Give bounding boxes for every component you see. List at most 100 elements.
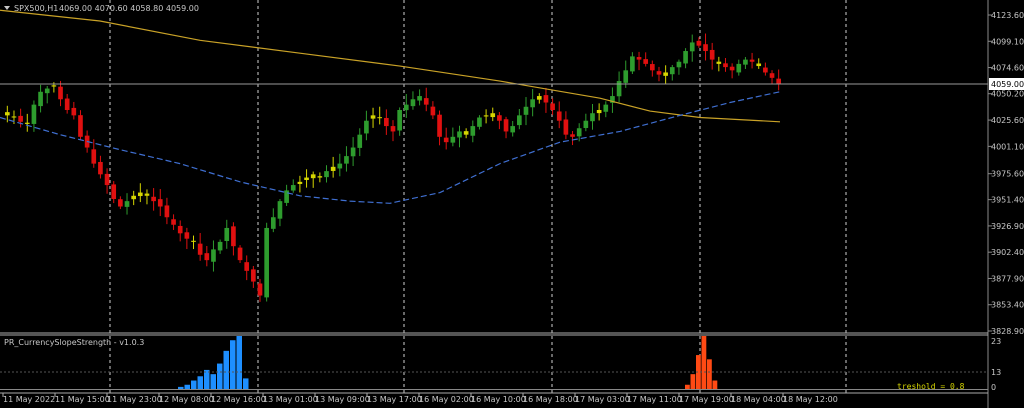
candle-body (743, 59, 748, 65)
candle-body (324, 171, 329, 178)
time-label: 13 May 09:00 (315, 395, 370, 404)
candle-body (656, 71, 662, 75)
price-tick-label: 4123.60 (991, 11, 1024, 20)
candle-body (111, 184, 117, 200)
candle-body (556, 111, 562, 121)
histogram-bar (197, 376, 203, 389)
candle-body (417, 96, 422, 101)
candle-body (137, 192, 143, 197)
candle-body (38, 91, 43, 107)
candle-body (470, 126, 476, 136)
candle-body (297, 181, 303, 184)
candle-body (264, 227, 269, 298)
candle-body (344, 156, 349, 164)
candle-body (763, 67, 768, 73)
time-label: 16 May 18:00 (523, 395, 578, 404)
candle-body (337, 163, 343, 169)
histogram-bar (223, 350, 229, 389)
candle-body (211, 249, 216, 262)
candle-body (131, 195, 136, 200)
candle-body (11, 116, 17, 118)
price-tick-label: 4099.10 (991, 37, 1024, 46)
candle-body (350, 147, 356, 157)
candle-body (237, 247, 243, 261)
candle-body (304, 177, 309, 181)
candle-body (284, 190, 289, 203)
candle-body (490, 113, 496, 118)
candle-body (463, 131, 469, 135)
histogram-bar (685, 384, 690, 389)
price-tick-label: 3902.40 (991, 248, 1024, 257)
candle-body (397, 110, 402, 131)
candle-body (124, 201, 130, 207)
candle-body (104, 173, 110, 186)
candle-body (676, 61, 682, 68)
price-axis: 4123.60 4099.10 4074.60 4050.20 4025.60 4001.… (988, 11, 1024, 336)
time-label: 11 May 23:00 (107, 395, 162, 404)
candle-body (118, 199, 123, 207)
candle-body (204, 253, 210, 261)
indicator-scale-bottom: 0 (991, 383, 996, 392)
time-label: 17 May 19:00 (679, 395, 734, 404)
candle-body (530, 99, 535, 108)
candle-body (776, 78, 782, 85)
price-tick-label: 4025.60 (991, 116, 1024, 125)
candle-body (171, 219, 176, 225)
price-tick-label: 3975.60 (991, 170, 1024, 179)
candle-body (24, 122, 30, 124)
time-label: 11 May 15:00 (55, 395, 110, 404)
candle-body (257, 283, 263, 296)
candle-body (357, 134, 363, 148)
price-tick-label: 3926.90 (991, 222, 1024, 231)
candle-body (583, 120, 589, 128)
candle-body (536, 96, 542, 100)
candle-body (756, 63, 762, 67)
candle-body (157, 199, 163, 207)
candle-body (437, 114, 442, 137)
candle-body (703, 44, 708, 52)
candle-body (576, 128, 582, 137)
candle-body (709, 49, 715, 60)
candle-body (197, 243, 203, 255)
histogram-bar (217, 363, 223, 389)
candle-body (623, 70, 629, 83)
candle-body (497, 115, 502, 121)
price-tick-label: 3853.40 (991, 301, 1024, 310)
current-price-label: 4059.00 (991, 80, 1024, 89)
candle-body (377, 117, 383, 119)
time-label: 11 May 2022 (3, 395, 55, 404)
candle-body (51, 85, 57, 87)
candle-body (663, 72, 668, 76)
price-tick-label: 3828.90 (991, 327, 1024, 336)
histogram-bar (230, 340, 236, 389)
candle-body (277, 201, 283, 219)
histogram-bar (184, 384, 190, 389)
candle-body (191, 240, 196, 242)
candle-body (290, 185, 296, 191)
histogram-bar (204, 369, 210, 389)
time-label: 18 May 04:00 (731, 395, 786, 404)
candle-body (517, 115, 522, 126)
candle-body (403, 104, 409, 111)
time-label: 13 May 01:00 (263, 395, 318, 404)
candle-body (669, 67, 675, 75)
histogram-bar (696, 355, 701, 389)
candle-body (164, 205, 170, 218)
histogram-bar (210, 374, 216, 389)
candle-body (384, 117, 389, 127)
candle-body (443, 137, 449, 143)
ohlc-readout: 4069.00 4070.60 4058.80 4059.00 (59, 4, 199, 13)
candles-layer (4, 33, 782, 302)
candle-body (370, 115, 376, 119)
price-tick-label: 4074.60 (991, 64, 1024, 73)
candle-body (78, 115, 83, 137)
triangle-down-icon[interactable] (4, 6, 10, 10)
candle-body (270, 217, 276, 229)
candle-body (364, 120, 369, 134)
candle-body (450, 136, 456, 143)
indicator-scale-mid: 13 (991, 368, 1001, 377)
candle-body (636, 57, 642, 60)
candle-body (98, 161, 103, 175)
